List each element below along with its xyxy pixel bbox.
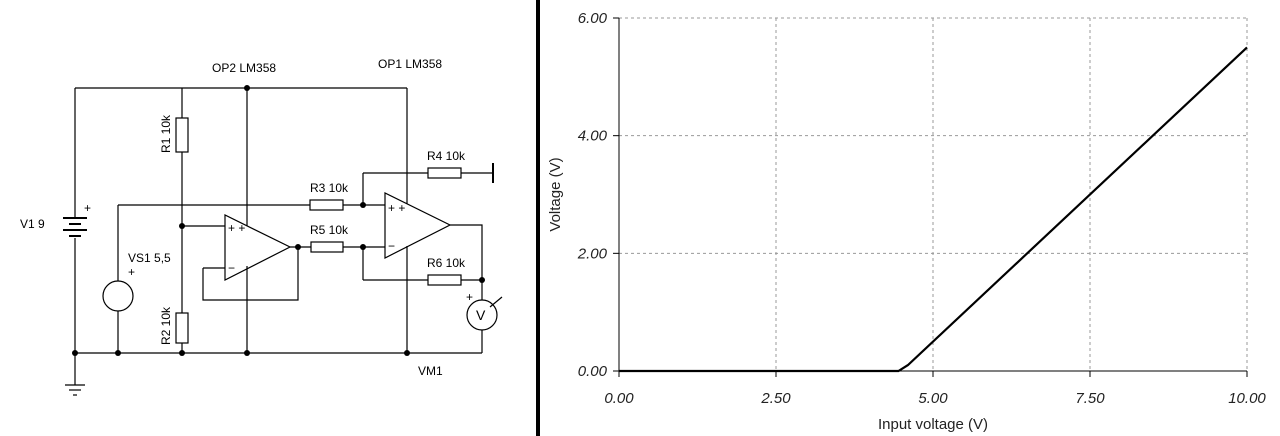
component-label: VS1 5,5 (128, 251, 171, 265)
plus: + + (388, 201, 405, 215)
component-label: R1 10k (159, 114, 173, 153)
y-axis-label: Voltage (V) (547, 157, 564, 231)
component-label: R5 10k (310, 223, 349, 237)
meter-symbol: V (476, 307, 486, 323)
component-label: R2 10k (159, 306, 173, 345)
plus: + (128, 265, 135, 279)
chart: 0.00 2.00 4.00 6.00 0.00 2.50 5.00 7.50 10.00 Inp… (547, 10, 1266, 433)
y-tick-label: 2.00 (577, 245, 608, 262)
x-tick-label: 2.50 (760, 390, 791, 407)
x-tick-label: 7.50 (1075, 390, 1105, 407)
component-label: OP2 LM358 (212, 61, 276, 75)
line-series (619, 46, 1248, 373)
y-tick-label: 0.00 (578, 363, 608, 380)
y-tick-label: 6.00 (578, 10, 608, 27)
component-label: R6 10k (427, 256, 466, 270)
circuit: + + + + − + + − (20, 57, 503, 396)
plus: + (466, 290, 473, 304)
x-axis-label: Input voltage (V) (878, 416, 988, 433)
divider (536, 0, 540, 436)
y-tick-label: 4.00 (578, 128, 608, 145)
x-tick-label: 10.00 (1228, 390, 1266, 407)
component-label: VM1 (418, 364, 443, 378)
component-label: V1 9 (20, 217, 45, 231)
component-label: OP1 LM358 (378, 57, 442, 71)
minus: − (388, 239, 395, 253)
component-label: R3 10k (310, 181, 349, 195)
x-tick-label: 0.00 (604, 390, 634, 407)
component-label: R4 10k (427, 149, 466, 163)
plus: + + (228, 221, 245, 235)
plus: + (84, 201, 91, 215)
x-tick-label: 5.00 (918, 390, 948, 407)
minus: − (228, 261, 235, 275)
